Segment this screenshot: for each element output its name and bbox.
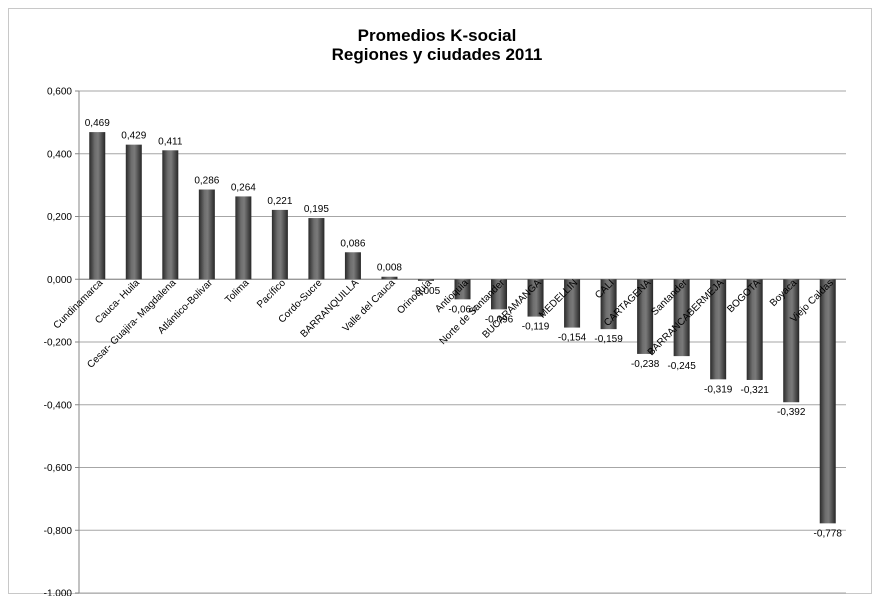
data-label: 0,008 xyxy=(377,263,402,274)
data-label: -0,778 xyxy=(814,528,843,539)
bar xyxy=(564,279,581,328)
y-tick-label: -0,400 xyxy=(44,400,73,411)
bar xyxy=(673,279,690,357)
chart-frame xyxy=(8,8,872,594)
bar xyxy=(344,252,361,280)
y-tick-label: 0,400 xyxy=(47,149,72,160)
y-tick-label: 0,200 xyxy=(47,212,72,223)
data-labels: 0,469 0,429 0,411 0,286 0,264 0,221 0,195 0,086… xyxy=(85,118,843,539)
category-label: Pacífico xyxy=(255,277,288,310)
data-label: 0,469 xyxy=(85,118,110,129)
category-label: Tolima xyxy=(223,277,252,306)
data-label: -0,005 xyxy=(412,286,441,297)
bar xyxy=(527,279,544,317)
bar xyxy=(417,279,434,281)
data-label: 0,086 xyxy=(340,238,365,249)
data-label: -0,392 xyxy=(777,407,806,418)
bar xyxy=(308,218,325,280)
gridlines xyxy=(79,90,846,594)
data-label: -0,096 xyxy=(485,314,514,325)
data-label: 0,429 xyxy=(121,131,146,142)
data-label: 0,221 xyxy=(267,196,292,207)
bar xyxy=(271,209,288,280)
bar xyxy=(637,279,654,354)
bar xyxy=(600,279,617,330)
y-tick-label: -1,000 xyxy=(44,589,73,596)
bar xyxy=(746,279,763,380)
data-label: -0,319 xyxy=(704,384,733,395)
data-label: 0,264 xyxy=(231,182,256,193)
bar xyxy=(454,279,471,300)
y-tick-label: -0,800 xyxy=(44,526,73,537)
y-tick-label: 0,600 xyxy=(47,87,72,98)
bars xyxy=(89,132,836,524)
chart-title: Promedios K-social xyxy=(357,26,517,45)
bar xyxy=(710,279,727,380)
data-label: 0,286 xyxy=(194,176,219,187)
bar xyxy=(162,150,179,280)
bar xyxy=(819,279,836,524)
category-label: Orinoquía xyxy=(395,277,434,316)
bar xyxy=(783,279,800,403)
data-label: -0,119 xyxy=(522,322,550,333)
data-label: -0,159 xyxy=(594,334,623,345)
bar xyxy=(235,196,252,280)
data-label: -0,321 xyxy=(741,385,770,396)
y-tick-label: -0,600 xyxy=(44,463,73,474)
data-label: -0,064 xyxy=(448,304,477,315)
bar xyxy=(125,144,142,280)
bar xyxy=(89,132,106,280)
chart-subtitle: Regiones y ciudades 2011 xyxy=(331,45,543,64)
data-label: 0,195 xyxy=(304,204,329,215)
data-label: 0,411 xyxy=(158,136,183,147)
bar xyxy=(381,276,398,280)
bar xyxy=(491,279,508,310)
y-tick-label: 0,000 xyxy=(47,275,72,286)
data-label: -0,245 xyxy=(667,361,696,372)
data-label: -0,154 xyxy=(558,333,587,344)
y-tick-label: -0,200 xyxy=(44,338,73,349)
data-label: -0,238 xyxy=(631,359,660,370)
bar xyxy=(198,189,215,280)
